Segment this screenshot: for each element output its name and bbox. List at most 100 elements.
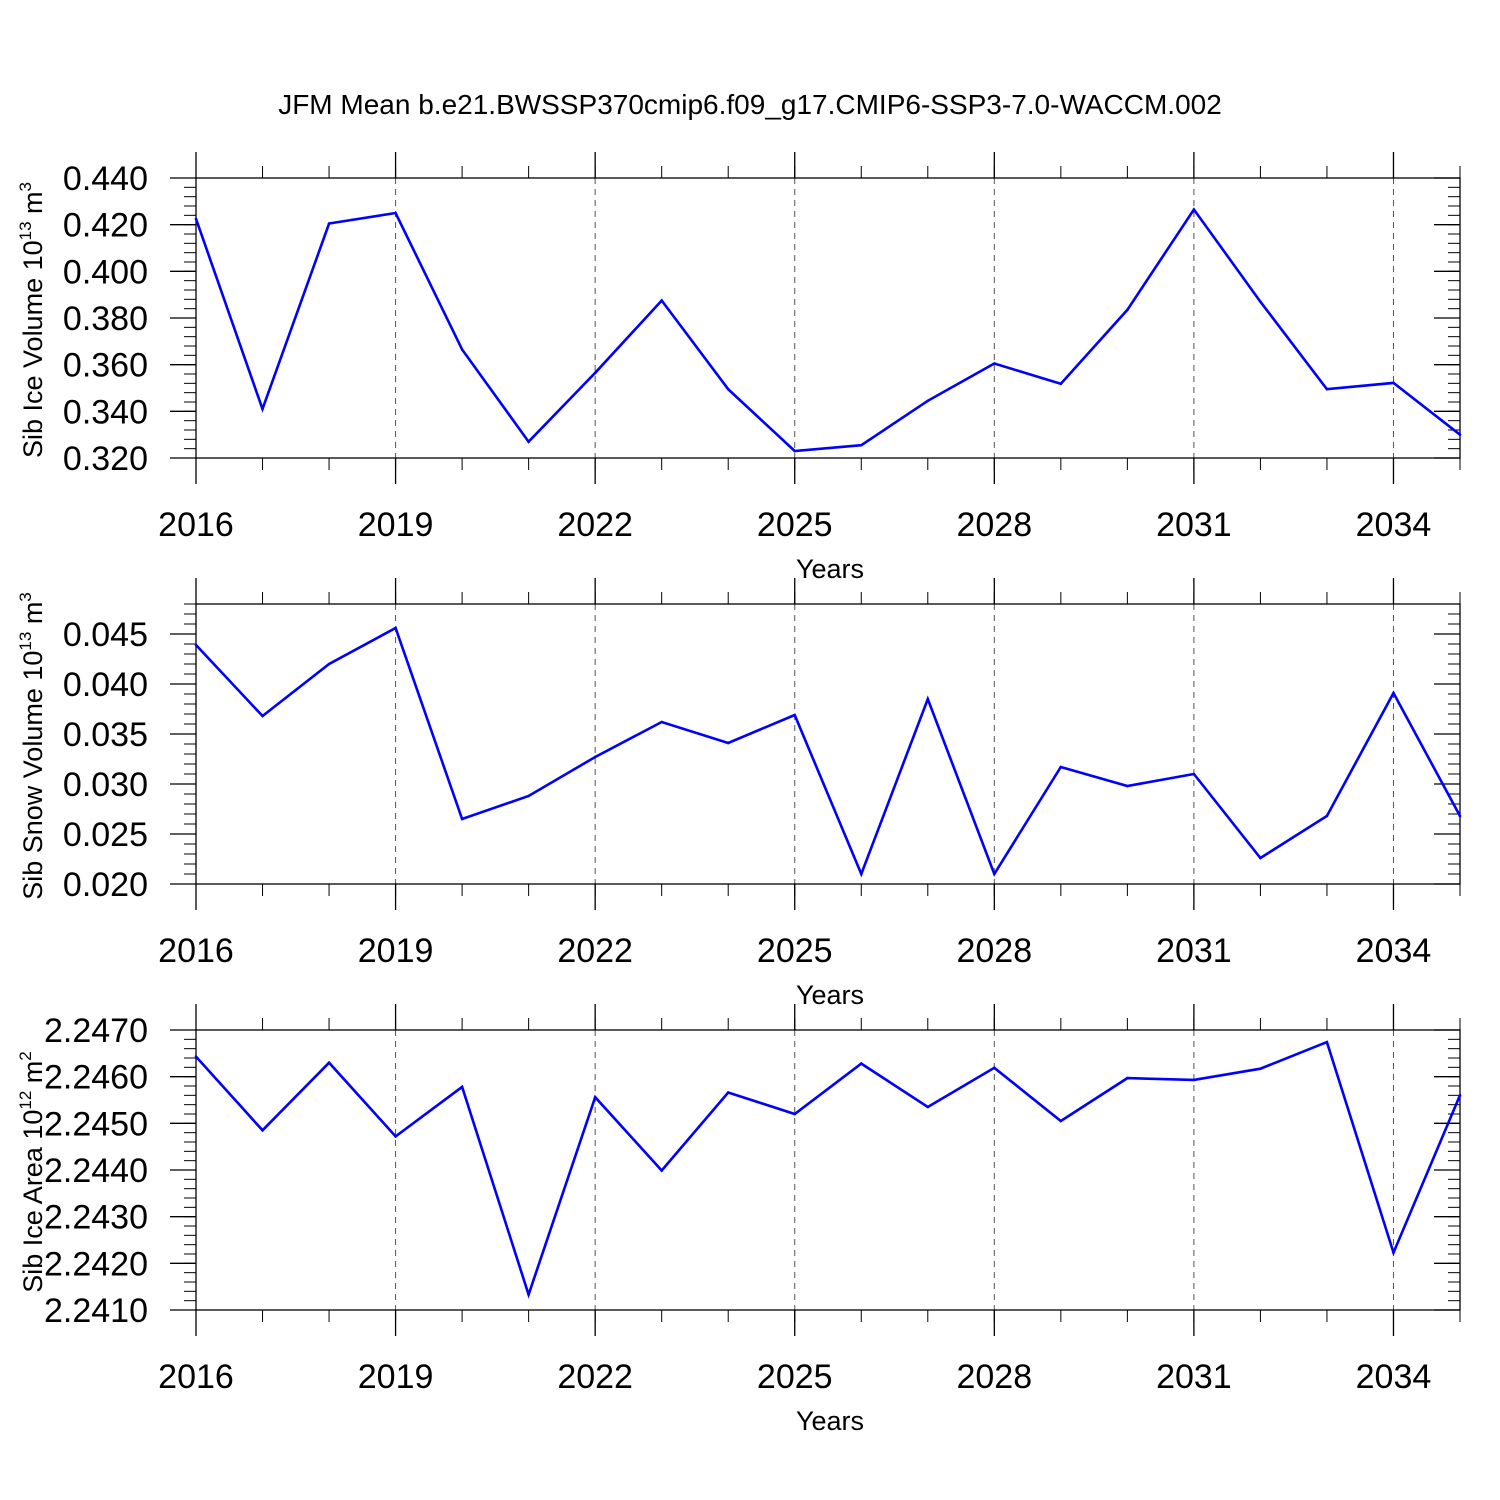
data-point-2034-p3 — [1392, 1251, 1395, 1254]
data-line-p3 — [195, 1040, 1462, 1299]
y-tick-label-p3: 2.2430 — [44, 1199, 148, 1237]
y-axis-label-part: m — [18, 1061, 48, 1091]
x-tick-label-2028-p2: 2028 — [956, 932, 1032, 970]
y-tick-label-p1: 0.440 — [63, 160, 148, 198]
data-point-2035-p2 — [1458, 814, 1462, 818]
data-point-2018-p3 — [327, 1061, 331, 1064]
data-line-p2 — [195, 626, 1462, 878]
data-point-2024-p2 — [726, 741, 730, 745]
y-tick-label-p1: 0.340 — [63, 393, 148, 431]
figure-title: JFM Mean b.e21.BWSSP370cmip6.f09_g17.CMI… — [278, 89, 1222, 120]
data-point-2023-p3 — [660, 1169, 663, 1172]
y-axis-label-part: m — [18, 191, 48, 221]
y-tick-label-p3: 2.2460 — [44, 1059, 148, 1097]
data-point-2025-p2 — [793, 713, 797, 717]
data-point-2030-p1 — [1126, 308, 1129, 312]
data-point-2032-p1 — [1259, 300, 1262, 303]
data-point-2017-p2 — [261, 714, 264, 718]
y-axis-label-superscript: 2 — [16, 1051, 35, 1060]
data-point-2023-p2 — [660, 720, 663, 724]
y-axis-label-superscript: 13 — [16, 221, 35, 240]
data-point-2033-p2 — [1325, 814, 1329, 818]
y-tick-label-p1: 0.380 — [63, 300, 148, 338]
data-point-2028-p1 — [993, 362, 996, 365]
x-tick-label-2016-p1: 2016 — [158, 506, 234, 544]
x-tick-label-2031-p2: 2031 — [1156, 932, 1232, 970]
x-tick-label-2031-p3: 2031 — [1156, 1358, 1232, 1396]
y-axis-label-part: Sib Snow Volume 10 — [18, 651, 48, 900]
data-point-2018-p2 — [327, 662, 331, 666]
y-tick-label-p3: 2.2470 — [44, 1012, 148, 1050]
data-point-2016-p3 — [194, 1055, 198, 1058]
data-point-2017-p1 — [261, 407, 264, 411]
data-point-2031-p2 — [1192, 772, 1196, 776]
y-tick-label-p2: 0.045 — [63, 616, 148, 654]
data-point-2032-p3 — [1259, 1067, 1262, 1071]
y-axis-label-part: Sib Ice Volume 10 — [18, 240, 48, 458]
data-point-2018-p1 — [327, 222, 331, 225]
data-point-2020-p3 — [460, 1085, 464, 1089]
data-point-2024-p1 — [726, 387, 730, 391]
data-point-2025-p1 — [793, 449, 797, 453]
data-point-2025-p3 — [793, 1112, 797, 1116]
y-axis-label-superscript: 3 — [16, 182, 35, 191]
data-point-2021-p1 — [527, 440, 530, 443]
x-tick-label-2022-p1: 2022 — [557, 506, 633, 544]
x-axis-label-p1: Years — [796, 554, 864, 584]
data-point-2031-p3 — [1192, 1078, 1196, 1082]
y-tick-label-p1: 0.400 — [63, 253, 148, 291]
data-point-2020-p2 — [460, 817, 464, 821]
data-point-2021-p2 — [527, 794, 530, 798]
x-tick-label-2025-p1: 2025 — [757, 506, 833, 544]
x-tick-label-2022-p2: 2022 — [557, 932, 633, 970]
data-point-2034-p2 — [1392, 691, 1395, 695]
y-axis-label-part: Sib Ice Area 10 — [18, 1110, 48, 1293]
data-point-2024-p3 — [726, 1091, 730, 1094]
data-point-2021-p3 — [527, 1293, 530, 1296]
data-point-2026-p1 — [859, 443, 863, 447]
y-tick-label-p3: 2.2420 — [44, 1245, 148, 1283]
data-point-2035-p1 — [1458, 433, 1462, 436]
x-tick-label-2016-p3: 2016 — [158, 1358, 234, 1396]
data-point-2029-p1 — [1059, 382, 1063, 386]
chart-panel-3: 2.2410 2.2420 2.2430 2.2440 2.2450 2.2460 2.24… — [16, 1004, 1462, 1436]
data-point-2027-p1 — [926, 399, 930, 403]
data-point-2019-p2 — [394, 626, 397, 630]
y-tick-label-p2: 0.030 — [63, 766, 148, 804]
data-point-2029-p2 — [1059, 765, 1063, 769]
x-tick-label-2016-p2: 2016 — [158, 932, 234, 970]
data-point-2032-p2 — [1259, 856, 1262, 860]
y-tick-label-p2: 0.025 — [63, 816, 148, 854]
x-axis-label-p3: Years — [796, 1406, 864, 1436]
data-point-2029-p3 — [1059, 1119, 1063, 1123]
data-point-2031-p1 — [1192, 208, 1196, 211]
data-point-2020-p1 — [460, 348, 464, 351]
y-axis-label-p2: Sib Snow Volume 1013 m3 — [16, 592, 48, 900]
x-tick-label-2034-p3: 2034 — [1356, 1358, 1432, 1396]
y-tick-label-p1: 0.420 — [63, 207, 148, 245]
y-axis-label-superscript: 3 — [16, 592, 35, 601]
x-tick-label-2025-p3: 2025 — [757, 1358, 833, 1396]
y-tick-label-p2: 0.035 — [63, 716, 148, 754]
data-point-2026-p2 — [859, 872, 863, 876]
data-line-p1 — [194, 207, 1461, 453]
y-tick-label-p2: 0.040 — [63, 666, 148, 704]
x-tick-label-2025-p2: 2025 — [757, 932, 833, 970]
y-tick-label-p3: 2.2440 — [44, 1152, 148, 1190]
x-tick-label-2028-p1: 2028 — [956, 506, 1032, 544]
x-axis-label-p2: Years — [796, 980, 864, 1010]
x-tick-label-2034-p1: 2034 — [1356, 506, 1432, 544]
data-point-2019-p3 — [394, 1135, 397, 1138]
data-point-2019-p1 — [394, 211, 397, 215]
data-point-2016-p1 — [194, 217, 198, 221]
y-axis-label-superscript: 12 — [16, 1091, 35, 1110]
chart-panel-1: 0.320 0.340 0.360 0.380 0.400 0.420 0.440 2016 2… — [16, 152, 1462, 584]
data-point-2022-p3 — [593, 1095, 597, 1099]
x-tick-label-2019-p1: 2019 — [358, 506, 434, 544]
x-tick-label-2019-p2: 2019 — [358, 932, 434, 970]
x-tick-label-2031-p1: 2031 — [1156, 506, 1232, 544]
data-point-2023-p1 — [660, 299, 663, 302]
